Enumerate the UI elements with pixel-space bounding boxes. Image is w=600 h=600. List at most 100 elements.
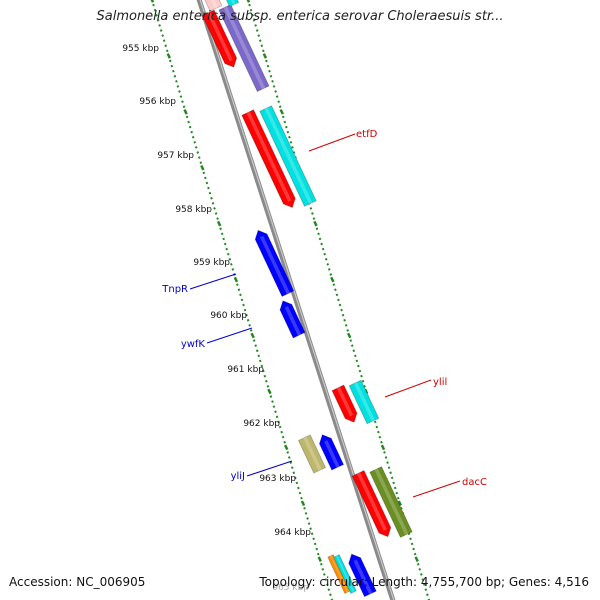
ruler-left-tick (258, 359, 262, 363)
ruler-left-tick (298, 491, 302, 495)
ruler-right-tick (341, 313, 345, 317)
backbone-highlight (199, 0, 395, 600)
ruler-left-tick (252, 339, 256, 342)
ruler-left-tick (300, 500, 306, 507)
ruler-left-tick (277, 420, 280, 424)
gene-label: etfD (356, 129, 378, 140)
ruler-right-tick (389, 471, 392, 475)
ruler-right-tick (255, 29, 259, 32)
ruler-left-tick (191, 135, 195, 139)
ruler-left-tick (172, 69, 175, 73)
gene-red-ylil (331, 384, 358, 423)
ruler-right-tick (289, 141, 293, 144)
ruler-left-tick (312, 537, 315, 541)
ruler-left-tick (317, 556, 322, 562)
genome-stats-text: Topology: circular; Length: 4,755,700 bp… (259, 575, 589, 589)
ruler-left-tick (185, 115, 189, 119)
ruler-left-tick (310, 532, 314, 536)
gene-cyan-top (226, 0, 240, 8)
ruler-left-tick (248, 324, 251, 327)
ruler-right-tick (321, 247, 325, 251)
ruler-right-tick (313, 220, 318, 227)
ruler-left-tick (255, 349, 259, 353)
ruler-left-tick (211, 202, 215, 205)
ruler-left-tick (319, 562, 323, 566)
ruler-left-tick (272, 405, 276, 408)
ruler-left-tick (213, 207, 216, 210)
ruler-left-tick (196, 151, 200, 154)
ruler-right-tick (278, 105, 282, 109)
gene-red-dacc-body (351, 470, 392, 538)
ruler-right-tick (272, 85, 276, 88)
ruler-left-tick (260, 364, 264, 368)
ruler-right-tick (361, 379, 365, 383)
ruler-left-tick (233, 276, 239, 283)
gene-blue-ylij-shade (324, 440, 340, 468)
gene-orange-bottom-shade (329, 555, 349, 593)
leader-line (412, 480, 461, 498)
gene-blue-bottom-shade (353, 559, 373, 595)
ruler-left-tick (326, 583, 329, 586)
gene-purple-top-body (218, 3, 270, 93)
leader-line (189, 273, 237, 290)
ruler-left-tick (188, 125, 192, 129)
ruler-right-tick (410, 542, 414, 546)
ruler-left-tick (226, 252, 230, 256)
gene-cyan-ylil-shade (353, 382, 375, 422)
ruler-left-tick (162, 39, 166, 42)
ruler-right-tick (257, 34, 261, 37)
ruler-right-tick (419, 573, 423, 576)
ruler-right-tick (275, 95, 279, 98)
ruler-right-tick (312, 217, 316, 220)
ruler-tick-label: 963 kbp (259, 474, 296, 484)
gene-pink-top (204, 0, 223, 12)
gene-purple-top-shade (223, 6, 266, 90)
gene-purple-top (218, 3, 270, 93)
ruler-right-tick (262, 53, 268, 59)
ruler-left-tick (219, 227, 222, 231)
ruler-right-tick (283, 120, 287, 124)
ruler-tick-label: 956 kbp (139, 97, 176, 107)
ruler-right-tick (285, 125, 288, 129)
ruler-right-tick (387, 466, 391, 469)
ruler-right-tick (412, 547, 415, 551)
gene-blue-ywfk-shade (284, 306, 302, 336)
gene-cyan-bottom-body (333, 554, 357, 594)
ruler-left-tick (178, 90, 181, 93)
gene-cyan-etfd (259, 105, 317, 207)
ruler-right-tick (395, 491, 399, 495)
ruler-right-tick (277, 100, 280, 103)
ruler-right-tick (262, 49, 265, 53)
gene-blue-tnpr-shade (259, 235, 290, 295)
gene-cyan-top-shade (230, 0, 236, 5)
ruler-left-tick (246, 318, 250, 322)
ruler-right-tick (384, 456, 388, 459)
gene-blue-ywfk-body (279, 300, 306, 339)
ruler-left-tick (187, 120, 190, 124)
ruler-right-tick (386, 461, 389, 464)
ruler-left-tick (158, 24, 161, 27)
ruler-right-tick (323, 252, 326, 256)
ruler-left-tick (307, 522, 311, 525)
ruler-left-tick (183, 109, 188, 115)
ruler-left-tick (315, 547, 319, 551)
ruler-right-tick (334, 288, 337, 292)
ruler-left-tick (200, 164, 205, 171)
gene-pink-top-body (204, 0, 223, 12)
ruler-left-tick (269, 395, 273, 398)
ruler-left-tick (280, 430, 283, 434)
ruler-left-tick (245, 313, 248, 317)
ruler-left-tick (266, 385, 270, 388)
ruler-right-tick (248, 3, 251, 7)
ruler-right-tick (390, 476, 394, 480)
ruler-left-tick (322, 573, 326, 576)
ruler-right-tick (346, 329, 349, 332)
ruler-left-tick (152, 3, 155, 7)
ruler-left-tick (327, 588, 331, 591)
gene-label: ywfK (181, 339, 206, 350)
ruler-left-tick (275, 415, 279, 419)
gene-cyan-bottom-shade (335, 555, 355, 593)
ruler-left-tick (150, 0, 155, 3)
